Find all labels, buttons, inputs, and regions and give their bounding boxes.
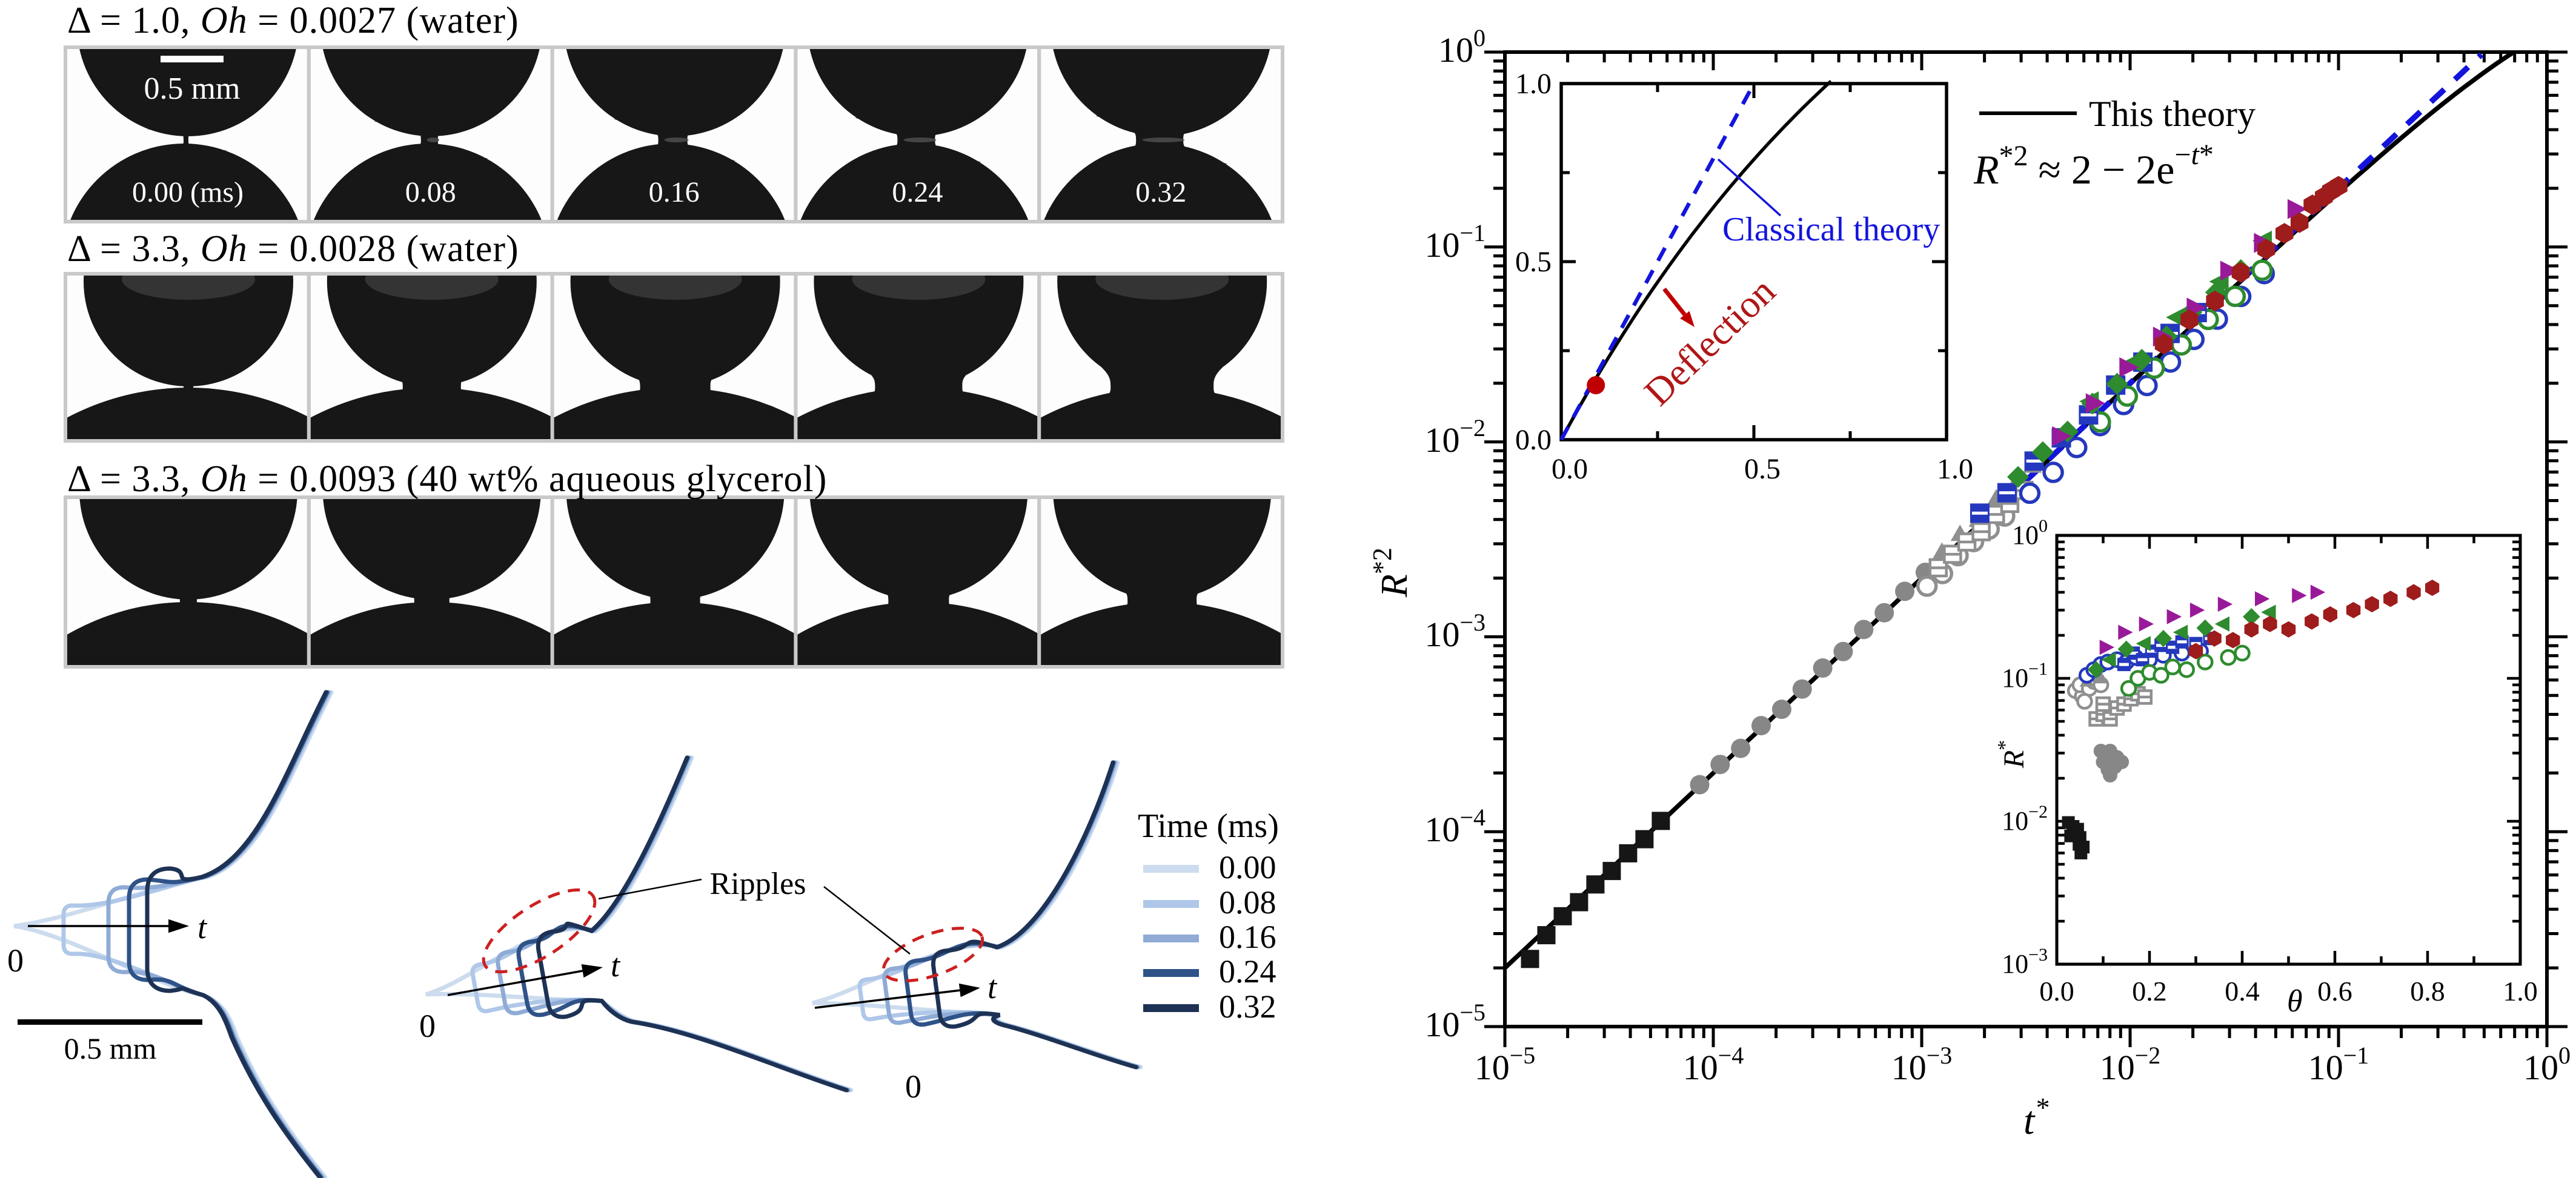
svg-text:0: 0 <box>419 1008 436 1044</box>
svg-text:t: t <box>198 909 208 945</box>
svg-text:θ: θ <box>2287 984 2303 1019</box>
svg-text:0.4: 0.4 <box>2225 976 2260 1007</box>
svg-text:Δ = 1.0, Oh = 0.0027 (water): Δ = 1.0, Oh = 0.0027 (water) <box>67 0 519 41</box>
svg-text:Time (ms): Time (ms) <box>1138 807 1279 845</box>
svg-text:0.16: 0.16 <box>649 176 700 208</box>
svg-text:0.5 mm: 0.5 mm <box>64 1031 157 1065</box>
svg-text:R*: R* <box>1994 740 2030 769</box>
svg-text:0.24: 0.24 <box>892 176 943 208</box>
svg-text:1.0: 1.0 <box>1515 68 1552 100</box>
svg-text:t: t <box>611 947 621 984</box>
svg-text:0: 0 <box>7 942 24 979</box>
svg-text:0.6: 0.6 <box>2317 976 2352 1007</box>
svg-text:R*2: R*2 <box>1367 548 1415 598</box>
svg-text:0.32: 0.32 <box>1135 176 1186 208</box>
svg-text:0.24: 0.24 <box>1219 953 1276 990</box>
svg-text:0.8: 0.8 <box>2410 976 2445 1007</box>
svg-text:0.00: 0.00 <box>1219 849 1276 885</box>
svg-text:0.00 (ms): 0.00 (ms) <box>132 176 244 208</box>
svg-text:0.5 mm: 0.5 mm <box>144 71 241 106</box>
svg-text:0.5: 0.5 <box>1515 246 1552 278</box>
svg-text:0.0: 0.0 <box>1552 453 1588 485</box>
svg-text:1.0: 1.0 <box>2503 976 2538 1007</box>
svg-text:Δ = 3.3, Oh = 0.0093 (40 wt% a: Δ = 3.3, Oh = 0.0093 (40 wt% aqueous gly… <box>67 458 827 500</box>
svg-text:Δ = 3.3, Oh = 0.0028 (water): Δ = 3.3, Oh = 0.0028 (water) <box>67 228 519 270</box>
svg-text:0.0: 0.0 <box>2039 976 2074 1007</box>
svg-text:Classical theory: Classical theory <box>1722 211 1940 248</box>
svg-text:This theory: This theory <box>2089 94 2256 134</box>
svg-text:0.2: 0.2 <box>2132 976 2167 1007</box>
svg-text:0.16: 0.16 <box>1219 919 1276 955</box>
svg-text:0.08: 0.08 <box>1219 884 1276 921</box>
svg-text:0.5: 0.5 <box>1744 453 1781 485</box>
svg-text:1.0: 1.0 <box>1937 453 1973 485</box>
svg-text:0.32: 0.32 <box>1219 988 1276 1025</box>
svg-text:0.08: 0.08 <box>405 176 456 208</box>
svg-text:0.0: 0.0 <box>1515 424 1552 456</box>
svg-text:R*2 ≈ 2 − 2e−t*: R*2 ≈ 2 − 2e−t* <box>1973 139 2214 193</box>
svg-text:0: 0 <box>905 1068 921 1105</box>
svg-text:t: t <box>988 969 998 1005</box>
svg-text:Ripples: Ripples <box>710 867 806 901</box>
svg-text:10−2: 10−2 <box>2100 1042 2161 1087</box>
